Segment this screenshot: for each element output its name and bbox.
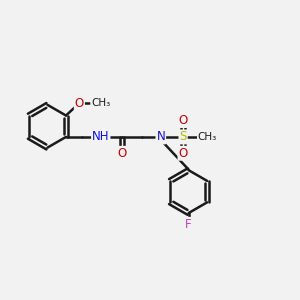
Text: O: O: [118, 147, 127, 160]
Text: NH: NH: [92, 130, 110, 143]
Text: CH₃: CH₃: [198, 132, 217, 142]
Text: CH₃: CH₃: [91, 98, 110, 108]
Text: O: O: [75, 97, 84, 110]
Text: F: F: [185, 218, 192, 231]
Text: S: S: [179, 130, 187, 143]
Text: O: O: [178, 147, 188, 160]
Text: N: N: [156, 130, 165, 143]
Text: O: O: [178, 114, 188, 127]
